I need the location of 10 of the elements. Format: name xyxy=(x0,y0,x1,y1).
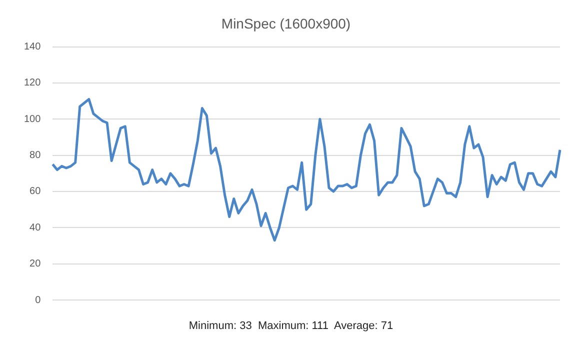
y-tick-label: 80 xyxy=(30,150,42,162)
y-tick-label: 100 xyxy=(24,114,42,125)
y-tick-label: 60 xyxy=(30,186,42,198)
chart-title: MinSpec (1600x900) xyxy=(221,15,351,32)
y-tick-label: 40 xyxy=(30,222,42,234)
y-tick-label: 140 xyxy=(24,42,42,53)
y-tick-label: 120 xyxy=(24,78,42,89)
y-tick-label: 20 xyxy=(30,258,42,270)
text: Minimum: 33 Maximum: 111 Average: 71 xyxy=(188,320,394,332)
y-tick-label: 0 xyxy=(35,294,42,306)
